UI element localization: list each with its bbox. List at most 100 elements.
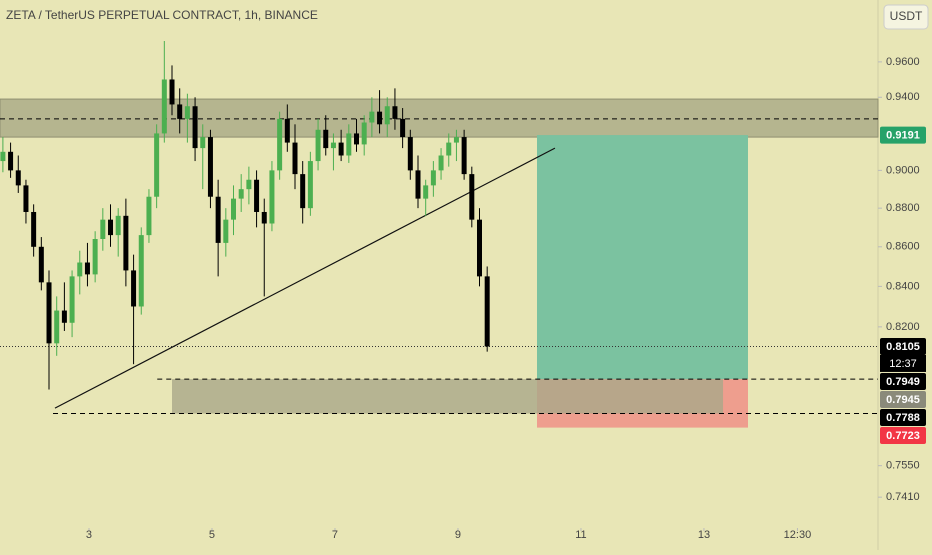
y-tick-label: 0.8800 xyxy=(886,202,920,214)
candle-body xyxy=(377,111,383,125)
candle-body xyxy=(215,196,221,243)
support-zone xyxy=(172,379,724,414)
candle-body xyxy=(31,211,37,247)
y-tick-label: 0.7410 xyxy=(886,491,920,503)
candle-body xyxy=(438,155,444,171)
candle-body xyxy=(400,118,406,138)
overlay: ZETA / TetherUS PERPETUAL CONTRACT, 1h, … xyxy=(6,4,929,444)
candle-body xyxy=(46,282,52,344)
candle-body xyxy=(392,106,398,119)
price-label: 0.7723 xyxy=(886,430,920,442)
plot: 0.9600 0.9400 0.9000 0.8800 0.8600 0.8400 0.82… xyxy=(0,0,920,550)
candle-body xyxy=(115,215,121,236)
candle-body xyxy=(369,111,375,123)
candle-body xyxy=(77,262,83,277)
candle-body xyxy=(361,122,367,145)
candle-body xyxy=(169,79,175,105)
candle-body xyxy=(238,189,244,199)
currency[interactable]: USDT xyxy=(890,9,923,23)
x-tick-label: 7 xyxy=(332,529,338,541)
candle-body xyxy=(346,133,352,156)
candle-body xyxy=(123,215,129,271)
x-tick-label: 13 xyxy=(698,529,710,541)
candle-body xyxy=(300,174,306,209)
candle-body xyxy=(415,170,421,199)
price-label: 0.7788 xyxy=(886,412,920,424)
resistance-zone xyxy=(0,98,879,138)
candle-body xyxy=(430,170,436,186)
countdown: 12:37 xyxy=(889,358,917,370)
x-tick-label: 9 xyxy=(455,529,461,541)
candle-body xyxy=(108,219,114,236)
candle-body xyxy=(261,211,267,224)
candle-body xyxy=(8,151,14,171)
candle-body xyxy=(338,142,344,156)
candle-body xyxy=(484,276,490,347)
candle-body xyxy=(0,151,6,162)
candle-body xyxy=(100,219,106,239)
candle-body xyxy=(269,170,275,224)
y-tick-label: 0.8600 xyxy=(886,241,920,253)
candle-body xyxy=(469,174,475,220)
candle-body xyxy=(446,142,452,156)
candle-body xyxy=(284,118,290,143)
candle-body xyxy=(15,170,21,186)
y-tick-label: 0.8200 xyxy=(886,321,920,333)
candle-body xyxy=(231,198,237,220)
candle-body xyxy=(461,137,467,175)
candle-body xyxy=(92,238,98,275)
candle-body xyxy=(200,137,206,149)
candle-body xyxy=(146,196,152,236)
price-label-box xyxy=(880,372,926,390)
candle-body xyxy=(315,129,321,162)
candle-body xyxy=(330,142,336,149)
candle-body xyxy=(277,118,283,171)
candle-body xyxy=(38,246,44,283)
price-label-box xyxy=(880,408,926,426)
candle-body xyxy=(192,106,198,149)
currency-button[interactable] xyxy=(883,4,929,30)
candle-body xyxy=(307,161,313,209)
candle-body xyxy=(161,79,167,134)
x-tick-label: 12:30 xyxy=(784,529,812,541)
candle-body xyxy=(61,310,67,323)
chart-title: ZETA / TetherUS PERPETUAL CONTRACT, 1h, … xyxy=(6,8,318,22)
y-tick-label: 0.9400 xyxy=(886,91,920,103)
candle-body xyxy=(131,270,137,307)
candle-body xyxy=(207,137,213,197)
candle-body xyxy=(54,310,60,344)
price-label: 0.7945 xyxy=(886,394,920,406)
candle-body xyxy=(476,219,482,277)
candle-body xyxy=(23,185,29,212)
candle-body xyxy=(177,104,183,119)
profit-zone xyxy=(536,135,748,380)
candle-body xyxy=(254,179,260,212)
price-label-box xyxy=(880,337,926,355)
candle-body xyxy=(384,106,390,125)
candle-body xyxy=(84,262,90,275)
candle-body xyxy=(407,137,413,171)
price-label-box xyxy=(880,426,926,444)
price-label-box xyxy=(880,126,926,144)
candle-body xyxy=(292,142,298,175)
candle-body xyxy=(69,276,75,323)
price-label: 0.8105 xyxy=(886,341,920,353)
price-label-box xyxy=(880,390,926,408)
x-tick-label: 5 xyxy=(209,529,215,541)
countdown-box xyxy=(880,354,926,372)
candle-body xyxy=(154,133,160,197)
candle-body xyxy=(246,179,252,190)
candle-body xyxy=(453,137,459,143)
y-tick-label: 0.7550 xyxy=(886,460,920,472)
candle-body xyxy=(184,106,190,119)
price-label: 0.9191 xyxy=(886,129,920,141)
candle-body xyxy=(323,129,329,149)
candle-body xyxy=(354,133,360,145)
y-tick-label: 0.9000 xyxy=(886,164,920,176)
x-tick-label: 3 xyxy=(86,529,92,541)
y-tick-label: 0.8400 xyxy=(886,280,920,292)
candle-body xyxy=(223,219,229,243)
